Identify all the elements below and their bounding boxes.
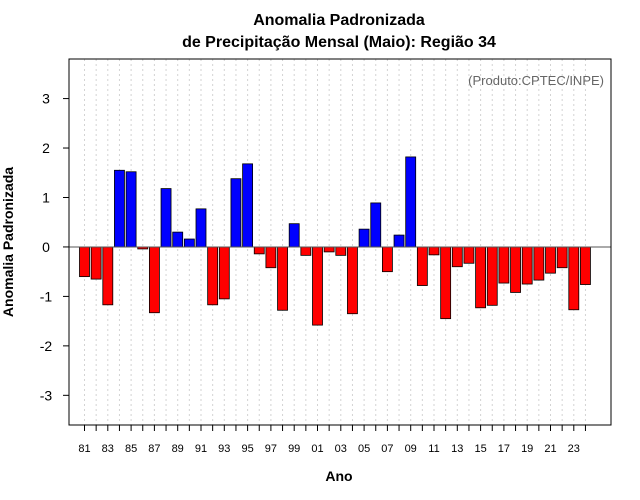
bar-17 <box>498 246 510 284</box>
bar-13 <box>451 246 463 268</box>
source-annotation: (Produto:CPTEC/INPE) <box>468 73 604 88</box>
x-tick-label: 81 <box>78 443 90 455</box>
x-tick-label: 19 <box>521 443 533 455</box>
bar-06 <box>370 202 382 248</box>
bar-84 <box>114 169 125 248</box>
x-axis-title: Ano <box>325 468 352 484</box>
x-axis: 81 83 85 87 89 91 93 95 97 99 01 03 05 07 09 11 13 15 17 19… <box>78 425 586 455</box>
y-tick-label: -3 <box>40 387 53 403</box>
bar-15 <box>475 246 487 309</box>
bar-19 <box>521 246 533 285</box>
bar-08 <box>393 234 405 248</box>
x-tick-label: 97 <box>265 443 277 455</box>
x-tick-label: 83 <box>102 443 114 455</box>
bar-91 <box>195 208 207 248</box>
x-tick-label: 07 <box>381 443 393 455</box>
bar-83 <box>102 246 114 306</box>
bar-89 <box>172 231 184 248</box>
x-tick-label: 95 <box>241 443 253 455</box>
bar-20 <box>533 246 545 281</box>
bar-02 <box>323 246 335 253</box>
bar-90 <box>183 238 195 248</box>
bar-11 <box>428 246 440 256</box>
bar-85 <box>125 171 137 248</box>
bar-16 <box>486 246 498 306</box>
plot-frame <box>68 58 612 426</box>
bar-12 <box>440 246 452 320</box>
x-tick-label: 15 <box>474 443 486 455</box>
x-tick-label: 17 <box>498 443 510 455</box>
bar-97 <box>265 246 277 269</box>
bar-03 <box>335 246 347 256</box>
x-tick-label: 01 <box>311 443 323 455</box>
bar-95 <box>242 163 254 248</box>
bars-layer <box>79 156 591 326</box>
bar-96 <box>253 246 265 255</box>
x-tick-label: 87 <box>148 443 160 455</box>
bar-94 <box>230 178 242 248</box>
x-tick-label: 93 <box>218 443 230 455</box>
bar-22 <box>556 246 568 269</box>
bar-14 <box>463 246 475 264</box>
y-axis: -3 -2 -1 0 1 2 3 <box>40 91 69 403</box>
bar-81 <box>79 246 90 278</box>
bar-00 <box>300 246 312 256</box>
bar-82 <box>90 246 102 280</box>
bar-18 <box>510 246 521 293</box>
x-tick-label: 89 <box>172 443 184 455</box>
x-tick-label: 85 <box>125 443 137 455</box>
bar-92 <box>207 246 219 306</box>
bar-10 <box>416 246 428 286</box>
x-tick-label: 13 <box>451 443 463 455</box>
x-tick-label: 11 <box>428 443 439 455</box>
bar-23 <box>568 246 580 311</box>
chart-title-line2: de Precipitação Mensal (Maio): Região 34 <box>182 34 496 51</box>
chart-title-line1: Anomalia Padronizada <box>253 12 425 29</box>
x-tick-label: 05 <box>358 443 370 455</box>
y-tick-label: 2 <box>42 140 50 156</box>
x-tick-label: 99 <box>288 443 300 455</box>
bar-07 <box>381 246 393 273</box>
bar-88 <box>160 188 172 248</box>
bar-01 <box>312 246 323 326</box>
y-tick-label: -2 <box>40 338 53 354</box>
x-tick-label: 03 <box>335 443 347 455</box>
x-tick-label: 09 <box>405 443 417 455</box>
grid-layer <box>84 59 586 425</box>
bar-98 <box>277 246 288 311</box>
x-tick-label: 21 <box>544 443 556 455</box>
bar-09 <box>405 156 417 248</box>
y-tick-label: 1 <box>42 189 50 205</box>
y-axis-title: Anomalia Padronizada <box>0 167 16 317</box>
y-tick-label: 0 <box>42 239 50 255</box>
bar-93 <box>218 246 230 300</box>
bar-87 <box>148 246 160 314</box>
x-tick-label: 23 <box>568 443 580 455</box>
y-tick-label: -1 <box>40 288 53 304</box>
bar-05 <box>358 228 370 248</box>
x-tick-label: 91 <box>195 443 207 455</box>
bar-24 <box>580 246 591 285</box>
y-tick-label: 3 <box>42 91 50 107</box>
bar-99 <box>288 223 300 248</box>
bar-04 <box>347 246 358 315</box>
bar-21 <box>545 246 556 274</box>
